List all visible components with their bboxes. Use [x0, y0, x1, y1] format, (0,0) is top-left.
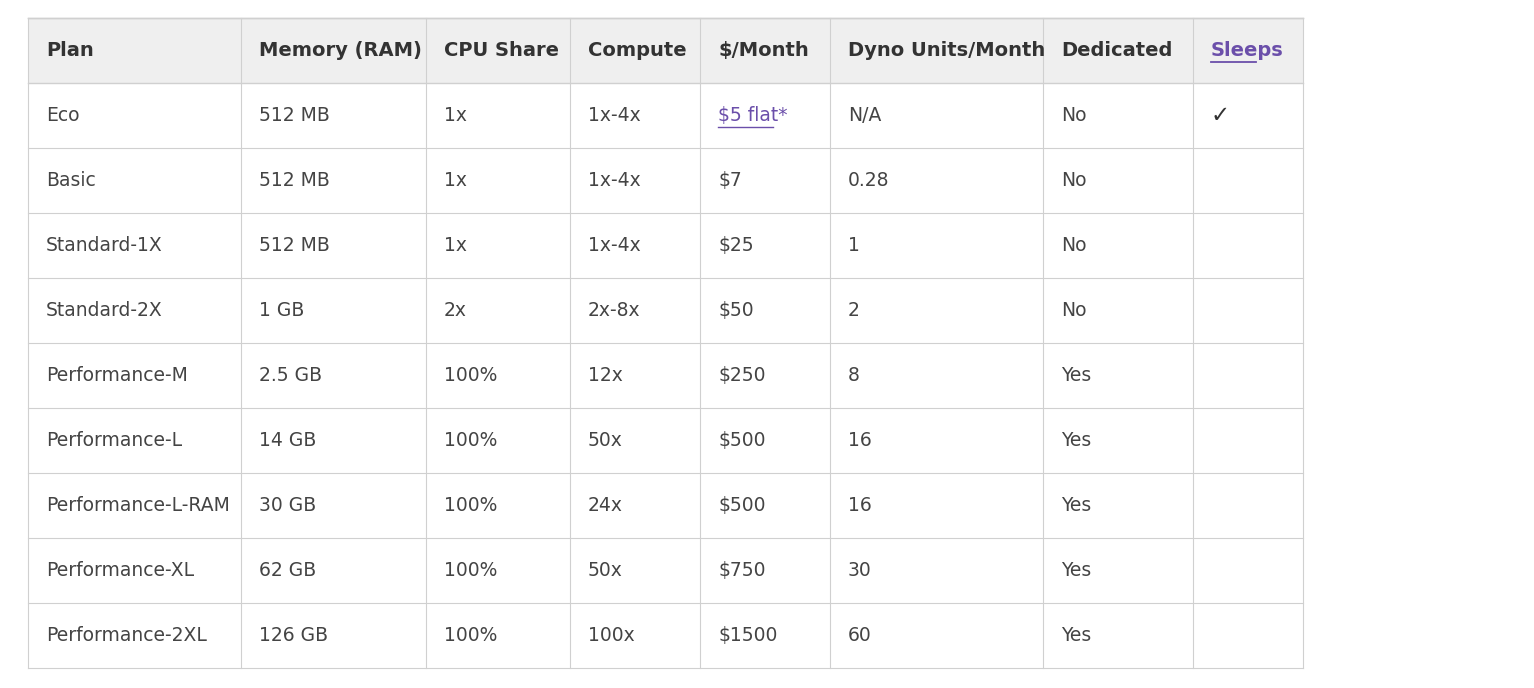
- Text: 60: 60: [848, 626, 871, 645]
- Text: 1x-4x: 1x-4x: [588, 236, 641, 255]
- Text: 100%: 100%: [443, 626, 497, 645]
- Text: $250: $250: [718, 366, 765, 385]
- Text: Yes: Yes: [1062, 496, 1091, 515]
- Text: Eco: Eco: [46, 106, 80, 125]
- Text: Standard-2X: Standard-2X: [46, 301, 163, 320]
- Text: $5 flat*: $5 flat*: [718, 106, 787, 125]
- Text: 1x: 1x: [443, 106, 466, 125]
- Text: Yes: Yes: [1062, 366, 1091, 385]
- Text: $7: $7: [718, 171, 742, 190]
- Text: $500: $500: [718, 496, 765, 515]
- Text: $1500: $1500: [718, 626, 778, 645]
- Bar: [28, 278, 1302, 343]
- Text: Plan: Plan: [46, 41, 94, 60]
- Bar: [28, 473, 1302, 538]
- Text: Yes: Yes: [1062, 431, 1091, 450]
- Bar: [28, 18, 1302, 83]
- Text: 100%: 100%: [443, 561, 497, 580]
- Text: 512 MB: 512 MB: [259, 171, 330, 190]
- Text: Performance-XL: Performance-XL: [46, 561, 195, 580]
- Text: 1x-4x: 1x-4x: [588, 106, 641, 125]
- Text: $500: $500: [718, 431, 765, 450]
- Text: 2x-8x: 2x-8x: [588, 301, 641, 320]
- Text: 100%: 100%: [443, 431, 497, 450]
- Text: Yes: Yes: [1062, 626, 1091, 645]
- Text: No: No: [1062, 301, 1086, 320]
- Text: 2x: 2x: [443, 301, 466, 320]
- Text: 62 GB: 62 GB: [259, 561, 316, 580]
- Text: 2: 2: [848, 301, 861, 320]
- Text: Memory (RAM): Memory (RAM): [259, 41, 422, 60]
- Text: 24x: 24x: [588, 496, 623, 515]
- Text: 1x-4x: 1x-4x: [588, 171, 641, 190]
- Text: 16: 16: [848, 496, 871, 515]
- Text: 50x: 50x: [588, 561, 623, 580]
- Text: Basic: Basic: [46, 171, 95, 190]
- Text: 50x: 50x: [588, 431, 623, 450]
- Text: 100x: 100x: [588, 626, 635, 645]
- Text: 100%: 100%: [443, 366, 497, 385]
- Bar: [28, 603, 1302, 668]
- Text: 14 GB: 14 GB: [259, 431, 316, 450]
- Text: Performance-2XL: Performance-2XL: [46, 626, 207, 645]
- Text: $750: $750: [718, 561, 765, 580]
- Text: Sleeps: Sleeps: [1210, 41, 1284, 60]
- Text: 12x: 12x: [588, 366, 623, 385]
- Text: Dyno Units/Month: Dyno Units/Month: [848, 41, 1045, 60]
- Text: $50: $50: [718, 301, 753, 320]
- Text: 126 GB: 126 GB: [259, 626, 328, 645]
- Text: Standard-1X: Standard-1X: [46, 236, 163, 255]
- Text: 512 MB: 512 MB: [259, 236, 330, 255]
- Text: Performance-L-RAM: Performance-L-RAM: [46, 496, 230, 515]
- Text: Compute: Compute: [588, 41, 687, 60]
- Text: No: No: [1062, 171, 1086, 190]
- Text: N/A: N/A: [848, 106, 882, 125]
- Text: ✓: ✓: [1210, 104, 1230, 127]
- Text: 1x: 1x: [443, 171, 466, 190]
- Bar: [28, 213, 1302, 278]
- Text: 30 GB: 30 GB: [259, 496, 316, 515]
- Text: 2.5 GB: 2.5 GB: [259, 366, 322, 385]
- Text: No: No: [1062, 106, 1086, 125]
- Text: CPU Share: CPU Share: [443, 41, 558, 60]
- Text: Dedicated: Dedicated: [1062, 41, 1172, 60]
- Bar: [28, 538, 1302, 603]
- Text: Performance-L: Performance-L: [46, 431, 183, 450]
- Text: 16: 16: [848, 431, 871, 450]
- Bar: [28, 408, 1302, 473]
- Text: 0.28: 0.28: [848, 171, 890, 190]
- Text: Performance-M: Performance-M: [46, 366, 187, 385]
- Text: 512 MB: 512 MB: [259, 106, 330, 125]
- Text: 100%: 100%: [443, 496, 497, 515]
- Text: 30: 30: [848, 561, 871, 580]
- Bar: [28, 83, 1302, 148]
- Text: No: No: [1062, 236, 1086, 255]
- Text: 1: 1: [848, 236, 861, 255]
- Text: Yes: Yes: [1062, 561, 1091, 580]
- Text: $/Month: $/Month: [718, 41, 808, 60]
- Bar: [28, 343, 1302, 408]
- Text: 8: 8: [848, 366, 861, 385]
- Bar: [28, 148, 1302, 213]
- Text: 1 GB: 1 GB: [259, 301, 304, 320]
- Text: 1x: 1x: [443, 236, 466, 255]
- Text: $25: $25: [718, 236, 753, 255]
